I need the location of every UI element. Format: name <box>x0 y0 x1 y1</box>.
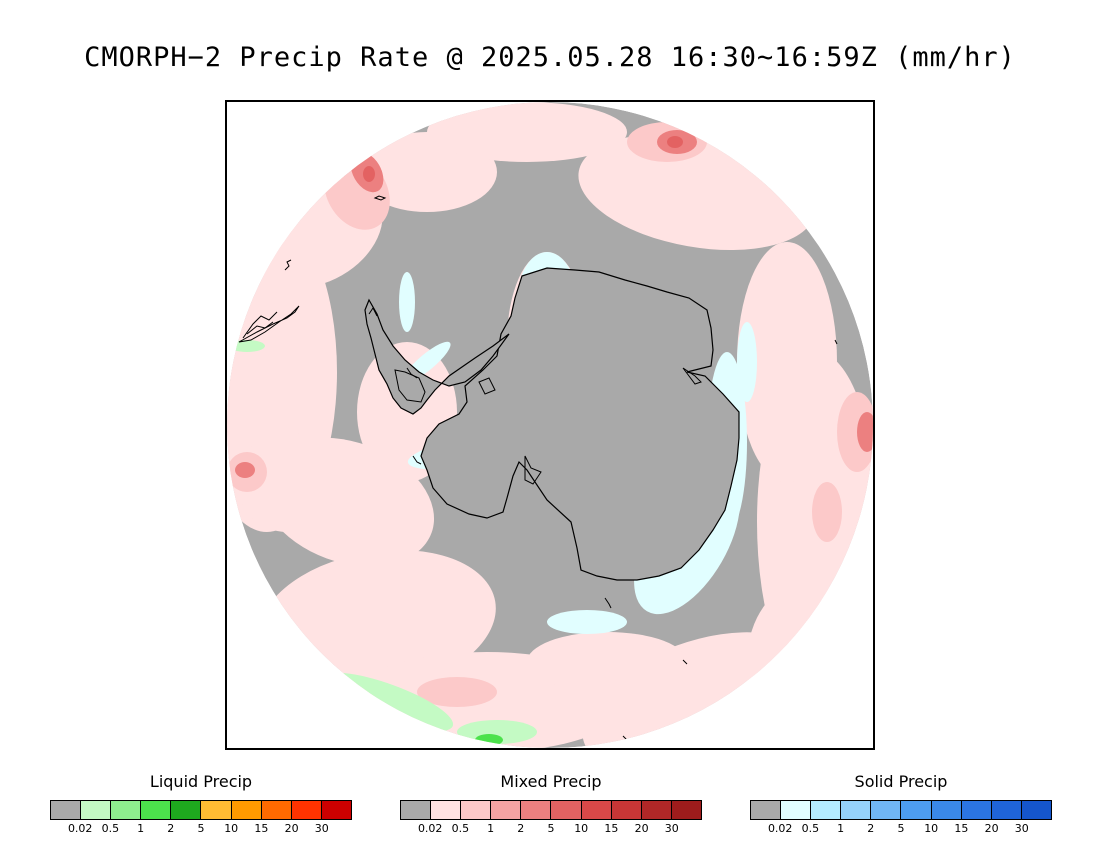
antarctic-peninsula-coastline <box>364 298 510 415</box>
coastline-detail <box>394 367 702 485</box>
legend-swatch <box>401 801 432 819</box>
polar-map <box>227 102 873 748</box>
legend-tick-label: 5 <box>547 822 555 835</box>
legend-title: Solid Precip <box>854 772 948 791</box>
solid-precip-legend: Solid Precip 0.02 0.5 1 2 5 10 15 20 30 <box>750 772 1052 836</box>
legend-tick-label: 15 <box>604 822 619 835</box>
legend-swatch <box>291 801 322 819</box>
legend-swatch <box>1021 801 1051 819</box>
map-title: CMORPH−2 Precip Rate @ 2025.05.28 16:30∼… <box>84 42 1016 73</box>
legend-swatch <box>231 801 262 819</box>
legend-swatch <box>611 801 642 819</box>
legend-tick-label: 0.02 <box>67 822 93 835</box>
legend-colorbar <box>750 800 1052 820</box>
mixed-precip-legend: Mixed Precip 0.02 0.5 1 2 5 10 15 20 30 <box>400 772 702 836</box>
legend-tick-label: 20 <box>284 822 299 835</box>
legend-tick-label: 10 <box>224 822 239 835</box>
precip-area <box>417 677 497 707</box>
legend-tick-label: 15 <box>954 822 969 835</box>
legend-tick-label: 15 <box>254 822 269 835</box>
legend-tick-label: 2 <box>867 822 875 835</box>
precip-area <box>667 136 683 148</box>
legend-title: Mixed Precip <box>500 772 602 791</box>
legend-swatch <box>781 801 812 819</box>
legend-tick-row: 0.02 0.5 1 2 5 10 15 20 30 <box>400 820 702 836</box>
legend-swatch <box>961 801 992 819</box>
legend-swatch <box>141 801 172 819</box>
legend-swatch <box>931 801 962 819</box>
south-america-tip-coastline <box>238 259 300 343</box>
legend-tick-label: 2 <box>167 822 175 835</box>
legend-tick-label: 20 <box>634 822 649 835</box>
legend-swatch <box>261 801 292 819</box>
precip-area <box>547 610 627 634</box>
precip-area <box>527 632 687 692</box>
legend-colorbar <box>50 800 352 820</box>
legend-tick-label: 0.5 <box>451 822 470 835</box>
precip-area <box>237 432 337 532</box>
legend-swatch <box>871 801 902 819</box>
legend-tick-label: 2 <box>517 822 525 835</box>
precip-area <box>399 272 415 332</box>
legend-swatch <box>751 801 782 819</box>
legend-tick-label: 1 <box>837 822 845 835</box>
legend-swatch <box>521 801 552 819</box>
legend-swatch <box>171 801 202 819</box>
legend-tick-label: 0.02 <box>417 822 443 835</box>
legend-tick-label: 5 <box>897 822 905 835</box>
legend-swatch <box>671 801 701 819</box>
legend-swatch <box>81 801 112 819</box>
legend-tick-label: 1 <box>487 822 495 835</box>
legend-title: Liquid Precip <box>149 772 253 791</box>
precip-area <box>427 102 627 162</box>
legend-colorbar <box>400 800 702 820</box>
legend-swatch <box>201 801 232 819</box>
legend-tick-label: 0.5 <box>101 822 120 835</box>
legend-tick-label: 5 <box>197 822 205 835</box>
legend-tick-row: 0.02 0.5 1 2 5 10 15 20 30 <box>750 820 1052 836</box>
legend-tick-label: 10 <box>574 822 589 835</box>
precip-area <box>737 242 837 482</box>
precip-area <box>812 482 842 542</box>
precip-area <box>363 166 375 182</box>
legend-tick-label: 10 <box>924 822 939 835</box>
legend-swatch <box>51 801 82 819</box>
legend-tick-label: 0.5 <box>801 822 820 835</box>
legend-tick-label: 20 <box>984 822 999 835</box>
legend-swatch <box>431 801 462 819</box>
legend-swatch <box>841 801 872 819</box>
legend-swatch <box>321 801 351 819</box>
legend-tick-row: 0.02 0.5 1 2 5 10 15 20 30 <box>50 820 352 836</box>
precip-area <box>235 462 255 478</box>
legend-swatch <box>901 801 932 819</box>
legend-swatch <box>581 801 612 819</box>
liquid-precip-legend: Liquid Precip 0.02 0.5 1 2 5 10 15 20 30 <box>50 772 352 836</box>
precip-area <box>857 412 873 452</box>
legend-tick-label: 30 <box>664 822 679 835</box>
legend-tick-label: 1 <box>137 822 145 835</box>
legend-tick-label: 30 <box>1014 822 1029 835</box>
legend-tick-label: 0.02 <box>767 822 793 835</box>
precip-area <box>747 582 867 742</box>
legend-swatch <box>811 801 842 819</box>
legend-swatch <box>551 801 582 819</box>
legend-tick-label: 30 <box>314 822 329 835</box>
map-frame <box>225 100 875 750</box>
legend-swatch <box>111 801 142 819</box>
legend-swatch <box>461 801 492 819</box>
legend-swatch <box>641 801 672 819</box>
legend-swatch <box>491 801 522 819</box>
precip-area <box>475 734 503 746</box>
legend-swatch <box>991 801 1022 819</box>
precip-area <box>229 340 265 352</box>
precip-area <box>737 322 757 402</box>
